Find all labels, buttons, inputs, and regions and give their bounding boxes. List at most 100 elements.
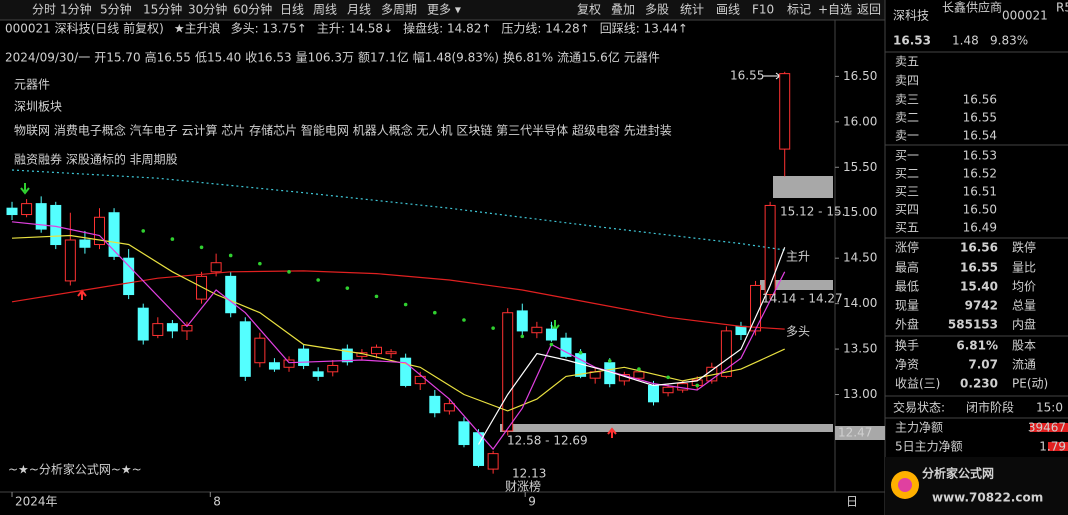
candle-body	[64, 239, 76, 282]
stock-tag: 融资融券 深股通标的 非周期股	[14, 152, 178, 167]
tool-button[interactable]: 画线	[716, 3, 740, 17]
fund-value: 39467	[1028, 421, 1066, 435]
candle-body	[545, 328, 557, 341]
stat-label: 流通	[1012, 358, 1036, 372]
fund-bar	[1030, 423, 1068, 432]
y-tick-label: 14.50	[843, 251, 877, 265]
tool-button[interactable]: 统计	[680, 3, 704, 17]
period-tab[interactable]: 日线	[280, 3, 304, 17]
y-tick-label: 13.00	[843, 387, 877, 401]
candle-body	[21, 203, 33, 216]
price-box	[773, 176, 833, 198]
candle-body	[137, 307, 149, 341]
chart-annotation: 14.14 - 14.27	[762, 292, 843, 306]
order-label: 卖四	[895, 74, 919, 88]
chart-annotation: 主升	[786, 250, 810, 264]
indicator-dot	[637, 367, 641, 371]
status-label: 交易状态:	[893, 400, 945, 415]
quote-item: 高16.55	[145, 50, 191, 65]
quote-date: 2024/09/30/一	[5, 51, 90, 65]
toolbar-bg	[0, 0, 885, 20]
period-tab[interactable]: 多周期	[381, 3, 417, 17]
candle-body	[298, 348, 310, 366]
candle-body	[123, 257, 135, 296]
period-tab[interactable]: 1分钟	[60, 2, 92, 17]
period-tab[interactable]: 15分钟	[143, 2, 182, 17]
tool-button[interactable]: F10	[752, 3, 774, 17]
indicator-value: 多头: 13.75↑	[231, 22, 307, 36]
indicator-value: 压力线: 14.28↑	[501, 22, 589, 36]
tool-button[interactable]: 复权	[577, 3, 601, 17]
quote-item: 量106.3万	[296, 51, 354, 65]
chart-annotation: 12.47	[838, 426, 872, 440]
indicator-line	[11, 221, 786, 451]
tool-button[interactable]: +自选	[818, 3, 852, 17]
x-tick-label: 8	[213, 495, 221, 509]
candle-body	[341, 348, 353, 363]
candle-body	[210, 262, 222, 273]
order-price: 16.56	[963, 93, 997, 107]
indicator-dot	[258, 261, 262, 266]
candle-body	[268, 362, 280, 370]
order-label: 卖二	[895, 111, 919, 125]
logo-flower	[898, 478, 912, 492]
stat-value: 0.230	[960, 377, 998, 391]
period-tab[interactable]: 5分钟	[100, 2, 132, 17]
candle-body	[225, 275, 237, 314]
candle-body	[181, 324, 193, 332]
candle-body	[254, 337, 266, 364]
period-tab[interactable]: 周线	[313, 3, 337, 17]
quote-item: 流通15.6亿	[557, 50, 620, 65]
price-change: 1.48	[952, 34, 979, 48]
candle-body	[196, 275, 208, 300]
order-label: 买四	[895, 203, 919, 217]
order-label: 买五	[895, 221, 919, 235]
indicator-dot	[403, 302, 408, 307]
fund-value: 1.79	[1039, 440, 1066, 454]
indicator-value: 主升: 14.58↓	[317, 22, 393, 36]
price-box	[760, 280, 833, 290]
stock-tag: 深圳板块	[14, 100, 62, 114]
tool-button[interactable]: 标记	[787, 3, 811, 17]
stat-label: 量比	[1012, 261, 1036, 275]
indicator-dot	[520, 334, 525, 339]
stat-label: 股本	[1012, 339, 1036, 353]
logo-url: www.70822.com	[932, 491, 1043, 505]
candle-body	[647, 384, 659, 403]
edge-label: R5	[1056, 1, 1068, 15]
stat-label: 最低	[895, 280, 919, 294]
order-label: 买二	[895, 167, 919, 181]
tool-button[interactable]: 叠加	[611, 3, 635, 17]
period-tab[interactable]: 分时	[32, 3, 56, 17]
period-tab[interactable]: 60分钟	[233, 2, 272, 17]
indicator-line	[11, 234, 785, 412]
indicator-value: 操盘线: 14.82↑	[403, 21, 491, 36]
status-value: 闭市阶段	[966, 400, 1014, 415]
indicator-dot	[462, 318, 466, 322]
tool-button[interactable]: 多股	[645, 3, 669, 17]
candle-body	[735, 325, 747, 336]
period-tab[interactable]: 更多 ▾	[427, 3, 461, 17]
indicator-dot	[287, 270, 291, 274]
candle-body	[779, 73, 791, 150]
stat-label: 总量	[1012, 299, 1036, 313]
candle-body	[327, 364, 339, 373]
x-tick-label: 2024年	[15, 495, 58, 509]
stat-label: 内盘	[1012, 317, 1036, 332]
candle-body	[560, 337, 572, 357]
order-price: 16.52	[963, 167, 997, 181]
stat-label: 收益(三)	[895, 377, 940, 391]
order-label: 买一	[895, 149, 919, 163]
chart-annotation: 财涨榜	[505, 479, 541, 494]
candle-body	[283, 359, 295, 368]
quote-item: 收16.53	[245, 51, 291, 65]
candle-body	[633, 371, 645, 379]
chart-annotation: 15.12 - 15.	[780, 205, 845, 219]
period-tab[interactable]: 30分钟	[188, 2, 227, 17]
quote-item: 换6.81%	[503, 51, 553, 65]
tool-button[interactable]: 返回	[857, 3, 881, 17]
period-tab[interactable]: 月线	[347, 3, 371, 17]
up-arrow	[607, 427, 617, 438]
last-price: 16.53	[893, 34, 931, 48]
candle-body	[370, 346, 382, 355]
